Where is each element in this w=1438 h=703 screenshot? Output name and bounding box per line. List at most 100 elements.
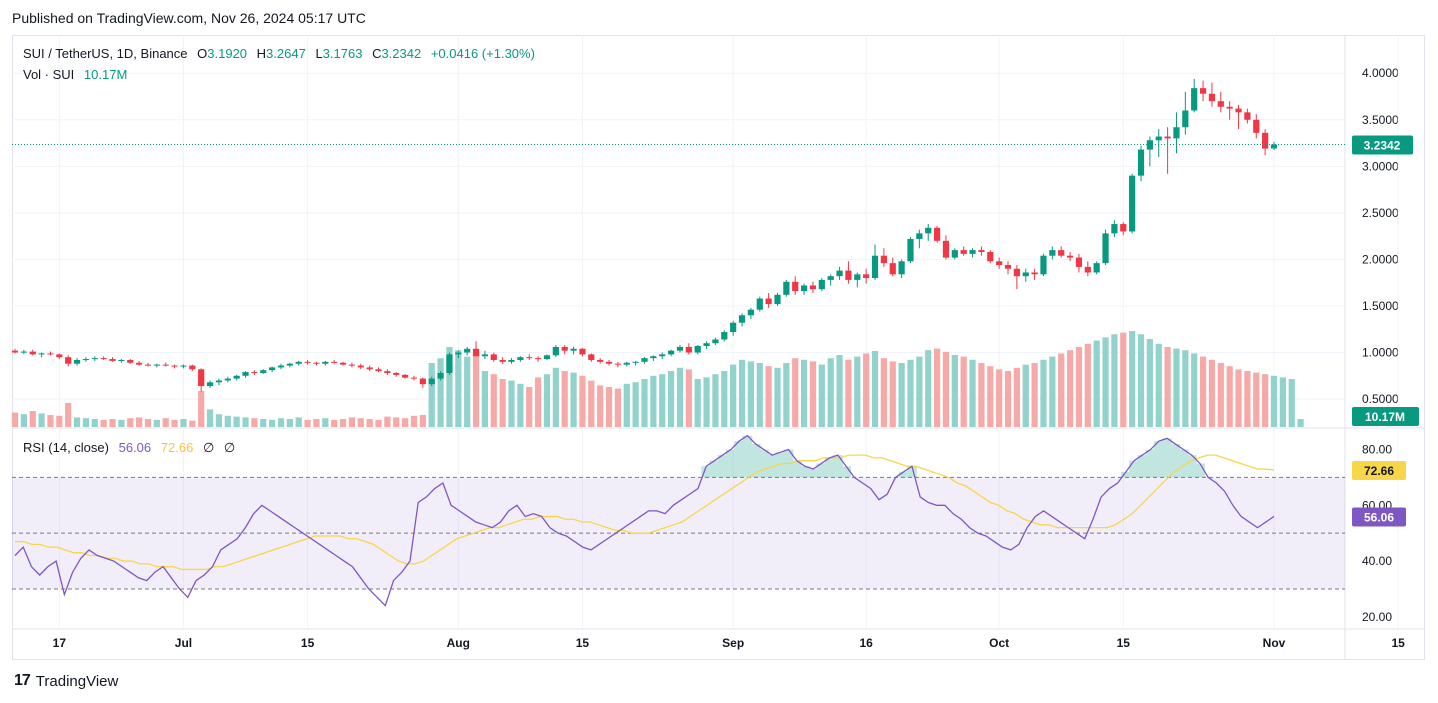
volume-legend-value: 10.17M xyxy=(83,67,128,82)
candle-body xyxy=(1173,127,1180,139)
volume-bar xyxy=(1199,356,1207,427)
candle-body xyxy=(898,261,905,275)
volume-bar xyxy=(792,358,799,427)
volume-bar xyxy=(863,353,870,427)
volume-bar xyxy=(783,363,790,427)
volume-bar xyxy=(933,348,941,427)
volume-bar xyxy=(1297,419,1304,427)
candle-body xyxy=(1093,263,1100,273)
volume-bar xyxy=(198,391,205,427)
time-tick-label: Jul xyxy=(175,636,192,650)
candle-body xyxy=(180,365,187,367)
candle-body xyxy=(730,322,737,333)
volume-bar xyxy=(1262,374,1269,427)
price-tick-label: 1.5000 xyxy=(1362,299,1399,313)
candle-body xyxy=(1253,119,1260,133)
rsi-tick-label: 80.00 xyxy=(1362,443,1392,457)
candle-body xyxy=(1182,110,1189,128)
candle-body xyxy=(597,359,604,362)
volume-bar xyxy=(1191,353,1198,427)
candle-body xyxy=(925,227,932,234)
volume-bar xyxy=(499,379,506,427)
candle-body xyxy=(1013,268,1020,277)
volume-bar xyxy=(659,374,666,427)
time-tick-label: 15 xyxy=(1391,636,1405,650)
volume-bar xyxy=(331,419,338,427)
volume-bar xyxy=(490,374,497,427)
volume-bar xyxy=(82,418,90,427)
candle-body xyxy=(517,357,524,360)
volume-bar xyxy=(1253,372,1260,427)
volume-bar xyxy=(1235,369,1242,427)
candle-body xyxy=(1049,250,1056,256)
volume-bar xyxy=(410,415,418,427)
volume-bar xyxy=(339,419,347,427)
volume-bar xyxy=(561,371,568,427)
footer: 17 TradingView xyxy=(14,672,118,690)
candle-body xyxy=(747,309,754,316)
candle-body xyxy=(800,285,808,292)
volume-bar xyxy=(809,361,817,427)
volume-bar xyxy=(464,356,471,427)
volume-bar xyxy=(685,369,692,427)
volume-legend-label[interactable]: Vol · SUI xyxy=(23,67,75,82)
volume-bar xyxy=(366,419,373,427)
legend-close-value: 3.2342 xyxy=(381,46,422,61)
volume-bar xyxy=(1075,347,1083,427)
candle-body xyxy=(933,227,941,241)
candle-body xyxy=(65,357,72,364)
volume-bar xyxy=(357,418,364,427)
volume-bar xyxy=(455,350,462,427)
rsi-legend: RSI (14, close) 56.06 72.66 ∅ ∅ xyxy=(23,440,241,456)
rsi-ma-last-label: 72.66 xyxy=(1364,464,1394,478)
candle-body xyxy=(402,374,409,378)
candle-body xyxy=(845,270,852,280)
volume-bar xyxy=(570,372,577,427)
tradingview-logo-icon[interactable]: 17 xyxy=(14,672,31,689)
candle-body xyxy=(960,250,967,254)
candle-body xyxy=(20,351,27,353)
volume-bar xyxy=(206,409,214,427)
last-price-badge xyxy=(1352,135,1413,155)
candle-body xyxy=(499,359,506,362)
volume-bar xyxy=(667,371,675,427)
candle-body xyxy=(384,371,391,374)
candle-body xyxy=(694,346,701,353)
volume-bar xyxy=(738,359,746,427)
legend-low: L3.1763 xyxy=(315,46,362,61)
volume-bar xyxy=(942,351,950,427)
candle-body xyxy=(127,359,134,363)
candle-body xyxy=(82,359,90,361)
legend-symbol[interactable]: SUI / TetherUS, 1D, Binance xyxy=(23,46,188,61)
volume-bar xyxy=(552,367,559,427)
legend-low-value: 3.1763 xyxy=(322,46,363,61)
candle-body xyxy=(47,353,54,355)
legend-high-label: H xyxy=(256,46,267,61)
rsi-badge xyxy=(1352,507,1406,527)
volume-bar xyxy=(1182,350,1189,427)
legend-high: H3.2647 xyxy=(257,46,306,61)
price-tick-label: 1.0000 xyxy=(1362,346,1399,360)
candle-body xyxy=(295,361,302,364)
volume-bar xyxy=(1040,359,1047,427)
volume-bar xyxy=(242,417,249,427)
candle-body xyxy=(1075,257,1083,267)
candle-body xyxy=(1022,272,1029,277)
rsi-legend-label[interactable]: RSI (14, close) xyxy=(23,440,109,455)
candle-body xyxy=(38,353,45,355)
volume-bar xyxy=(641,379,648,427)
candle-body xyxy=(1102,233,1109,264)
candle-body xyxy=(136,362,143,365)
legend-close-label: C xyxy=(372,46,382,61)
volume-bar xyxy=(676,367,684,427)
volume-bar xyxy=(171,419,178,427)
candle-body xyxy=(508,359,515,362)
candle-body xyxy=(996,261,1003,266)
volume-bar xyxy=(402,418,409,427)
candle-body xyxy=(313,362,320,364)
footer-brand[interactable]: TradingView xyxy=(35,672,119,690)
volume-bar xyxy=(614,388,622,427)
volume-bar xyxy=(756,363,763,427)
volume-bar xyxy=(322,418,329,427)
